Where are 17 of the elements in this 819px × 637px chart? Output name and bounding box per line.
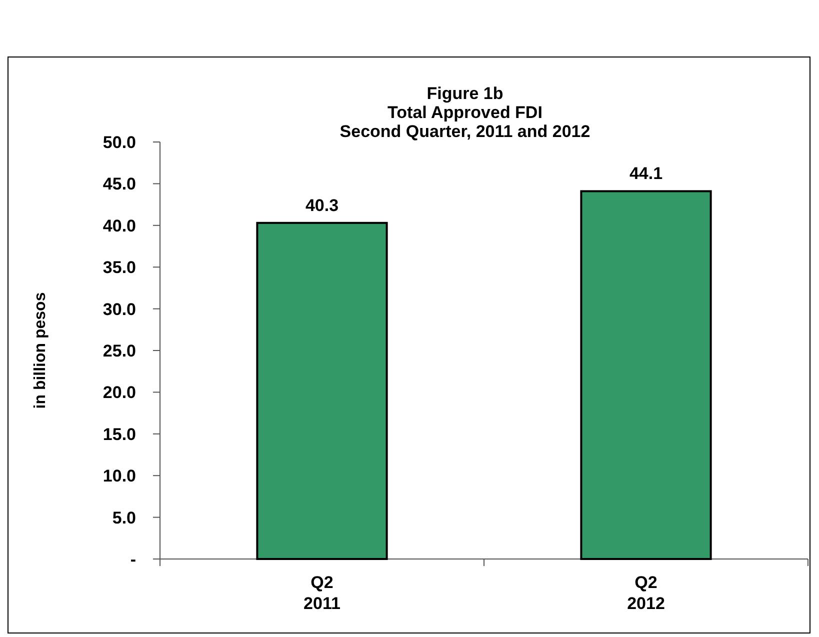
y-tick-label: 30.0 [102,300,136,319]
y-tick-label: 20.0 [102,383,136,402]
y-tick-label: 25.0 [102,341,136,360]
y-tick-label: - [130,550,136,569]
data-label: 44.1 [629,164,663,184]
y-tick-label: 45.0 [102,174,136,194]
chart-title: Figure 1b Total Approved FDI Second Quarter, 2011 and 2012 [340,84,590,141]
x-tick-label: Q2 2012 [627,573,665,613]
data-label: 40.3 [305,196,339,215]
y-tick-label: 35.0 [102,258,136,278]
y-tick-label: 40.0 [102,216,136,236]
x-tick-label: Q2 2011 [304,573,340,613]
y-tick-label: 50.0 [102,132,136,152]
y-tick-label: 5.0 [112,508,136,528]
y-tick-label: 15.0 [102,424,136,444]
y-axis-title: in billion pesos [32,292,49,409]
y-tick-label: 10.0 [102,466,136,486]
